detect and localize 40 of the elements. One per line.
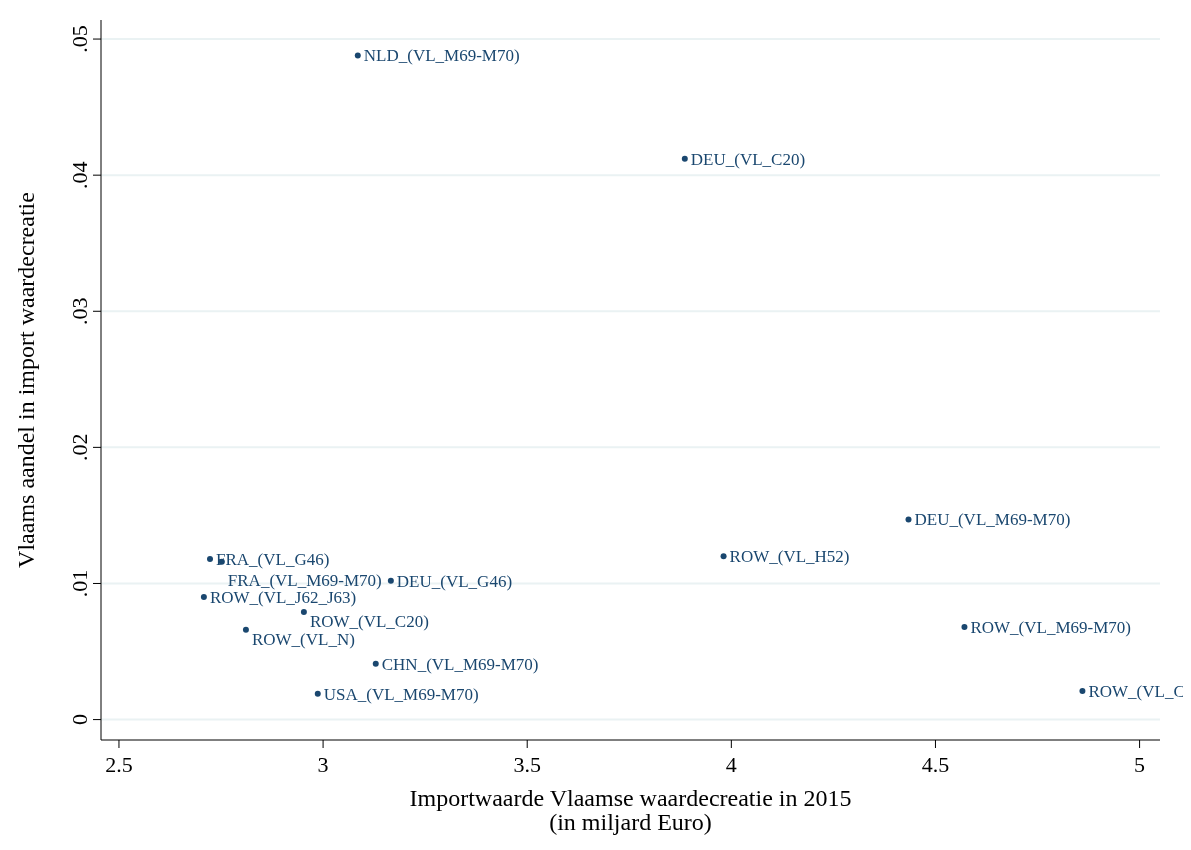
point [354,52,361,59]
point [387,577,394,584]
x-axis-title: Importwaarde Vlaamse waardecreatie in 2015 (in miljard Euro) [409,785,852,835]
point [207,555,213,562]
point [300,609,307,616]
annotation: ROW_(VL_C20) [309,612,429,632]
point [720,553,727,560]
y-tick-label: .01 [67,569,92,598]
x-tick-label: 2.5 [105,752,133,777]
x-tick-label: 5 [1134,752,1146,777]
annotation: ROW_(VL_H52) [729,547,850,567]
y-tick-label: .04 [67,161,92,189]
point [681,155,688,162]
annotation: DEU_(VL_C20) [690,149,806,169]
annotation: DEU_(VL_G46) [396,571,513,591]
annotation: ROW_(VL_M69-M70) [970,617,1131,637]
annotation: NLD_(VL_M69-M70) [363,46,520,66]
x-tick-label: 3 [317,752,329,777]
point [1079,688,1086,694]
y-tick-label: .02 [67,433,92,462]
point [372,660,379,667]
y-tick-label: .03 [67,297,92,326]
annotation: FRA_(VL_G46) [216,549,330,569]
point [200,594,207,601]
x-tick-label: 4 [725,752,737,777]
annotation: ROW_(VL_N) [251,629,355,649]
annotation: USA_(VL_M69-M70) [323,684,479,704]
annotation: CHN_(VL_M69-M70) [381,654,539,674]
y-tick-label: .05 [67,25,92,53]
point [242,626,249,633]
x-tick-label: 4.5 [921,752,950,777]
annotation: ROW_(VL_C [1088,681,1185,701]
x-tick-label: 3.5 [513,752,541,777]
y-tick-label: 0 [67,714,92,726]
annotation: FRA_(VL_M69-M70) [227,570,382,590]
point [314,690,321,697]
point [905,516,912,523]
annotation: DEU_(VL_M69-M70) [914,510,1071,530]
point [961,624,968,631]
y-axis-title: Vlaams aandel in import waardecreatie [13,192,39,568]
